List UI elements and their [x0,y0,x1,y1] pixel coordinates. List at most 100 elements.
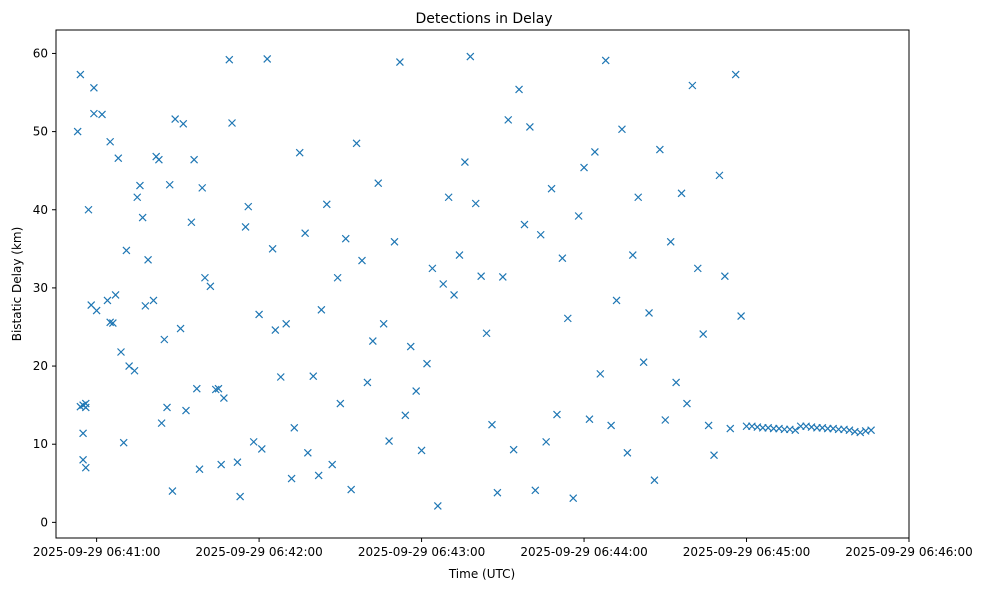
data-point [672,378,681,387]
y-tick-label: 60 [33,46,48,60]
data-point [295,148,304,157]
y-axis: 0 10 20 30 40 50 60 [33,46,56,529]
data-point [165,180,174,189]
x-tick-label: 2025-09-29 06:45:00 [683,545,810,559]
x-tick-label: 2025-09-29 06:46:00 [845,545,972,559]
data-point [639,358,648,367]
data-point [607,421,616,430]
data-point [726,424,735,433]
y-tick-label: 0 [40,515,48,529]
data-point [666,237,675,246]
data-point [190,155,199,164]
data-point [645,308,653,317]
data-point [233,458,242,467]
y-axis-label: Bistatic Delay (km) [10,227,24,342]
data-point [214,384,223,393]
data-point [276,373,285,381]
data-point [195,465,204,474]
data-point [509,445,518,454]
data-point [201,273,209,282]
data-point [585,415,594,424]
data-point [569,494,578,503]
data-point [433,502,442,510]
data-point [89,109,98,118]
data-point [81,403,90,412]
data-point [385,437,394,446]
data-point [171,115,180,124]
data-point [333,273,342,282]
data-point [122,246,131,255]
data-point [98,110,106,119]
data-point [368,337,377,345]
data-point [76,70,85,79]
x-tick-label: 2025-09-29 06:41:00 [33,545,160,559]
data-point [390,237,399,246]
data-point [309,372,318,381]
data-point [290,423,299,432]
data-point [141,301,150,310]
data-point [661,416,670,424]
data-point [395,58,404,66]
data-point [89,83,98,92]
data-point [553,410,561,419]
data-point [317,305,326,314]
data-point [268,244,277,253]
data-point [471,199,480,208]
data-point [488,420,496,429]
data-point [198,183,207,192]
data-point [255,310,264,319]
data-point [219,394,228,403]
data-point [79,455,88,464]
data-point [439,280,448,288]
data-point [558,254,567,263]
data-points [73,52,876,510]
data-point [322,200,331,209]
data-point [650,476,659,485]
data-point [455,251,464,260]
data-point [108,319,117,328]
data-point [352,139,361,148]
data-point [444,193,453,202]
data-point [504,115,513,124]
data-point [179,119,188,128]
data-point [563,314,572,323]
data-point [182,406,190,415]
data-point [867,426,876,435]
y-tick-label: 30 [33,281,48,295]
y-tick-label: 20 [33,359,48,373]
y-tick-label: 40 [33,203,48,217]
data-point [106,137,115,146]
data-point [271,326,280,335]
data-point [493,488,502,497]
data-point [428,264,437,273]
data-point [136,181,144,190]
data-point [138,213,147,222]
data-point [693,264,702,273]
data-point [301,229,310,238]
data-point [168,487,177,496]
data-point [623,448,632,457]
data-point [187,218,196,227]
data-point [845,426,854,435]
data-point [217,460,226,469]
data-point [379,319,388,328]
data-point [791,426,800,435]
data-point [406,342,415,351]
data-point [341,234,350,243]
data-point [257,444,266,453]
data-point [133,193,142,202]
data-point [160,335,169,344]
x-tick-label: 2025-09-29 06:44:00 [520,545,647,559]
data-point [596,369,605,378]
data-point [79,429,88,438]
data-point [482,329,491,338]
data-point [536,230,545,239]
data-point [547,184,556,193]
data-point [176,324,185,333]
data-point [731,70,740,79]
chart-title: Detections in Delay [415,11,552,27]
data-point [515,85,523,94]
data-point [466,52,475,61]
data-point [106,318,115,327]
